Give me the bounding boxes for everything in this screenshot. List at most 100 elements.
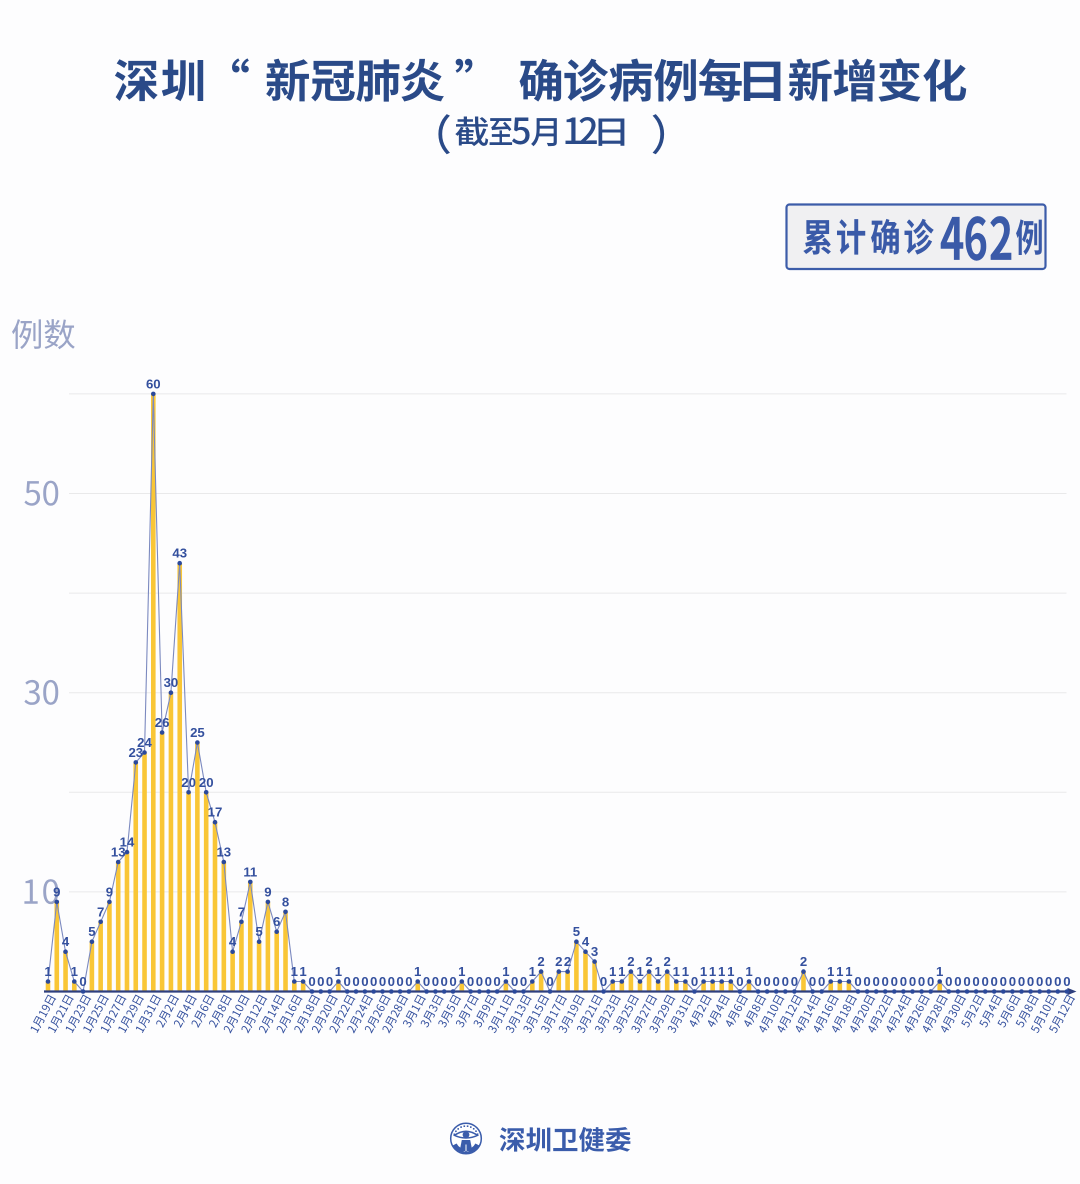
svg-text:0: 0 xyxy=(1000,974,1007,989)
svg-text:9: 9 xyxy=(106,884,113,899)
svg-text:43: 43 xyxy=(172,546,187,561)
svg-text:4: 4 xyxy=(229,934,237,949)
svg-text:0: 0 xyxy=(79,974,86,989)
svg-text:0: 0 xyxy=(763,974,770,989)
svg-text:1: 1 xyxy=(458,964,465,979)
svg-text:1: 1 xyxy=(836,964,843,979)
svg-text:0: 0 xyxy=(1009,974,1016,989)
svg-text:0: 0 xyxy=(317,974,324,989)
svg-text:11: 11 xyxy=(243,864,257,879)
svg-text:0: 0 xyxy=(467,974,474,989)
svg-text:9: 9 xyxy=(53,884,60,899)
svg-text:0: 0 xyxy=(1054,974,1061,989)
svg-text:0: 0 xyxy=(809,974,816,989)
svg-text:20: 20 xyxy=(199,775,214,790)
svg-text:1: 1 xyxy=(529,964,536,979)
svg-text:2: 2 xyxy=(555,954,562,969)
svg-text:1: 1 xyxy=(609,964,616,979)
svg-text:1: 1 xyxy=(936,964,943,979)
svg-text:0: 0 xyxy=(326,974,333,989)
svg-text:9: 9 xyxy=(264,884,271,899)
svg-text:25: 25 xyxy=(190,725,205,740)
svg-text:0: 0 xyxy=(405,974,412,989)
svg-text:1: 1 xyxy=(71,964,78,979)
svg-text:5: 5 xyxy=(255,924,262,939)
svg-text:0: 0 xyxy=(352,974,359,989)
svg-text:0: 0 xyxy=(991,974,998,989)
svg-text:0: 0 xyxy=(736,974,743,989)
svg-text:0: 0 xyxy=(791,974,798,989)
svg-text:2: 2 xyxy=(627,954,634,969)
svg-text:0: 0 xyxy=(882,974,889,989)
svg-text:0: 0 xyxy=(963,974,970,989)
svg-text:20: 20 xyxy=(181,775,196,790)
svg-text:0: 0 xyxy=(918,974,925,989)
svg-text:0: 0 xyxy=(449,974,456,989)
svg-text:0: 0 xyxy=(520,974,527,989)
svg-text:6: 6 xyxy=(273,914,280,929)
svg-text:60: 60 xyxy=(146,376,161,391)
svg-text:2: 2 xyxy=(564,954,571,969)
svg-text:0: 0 xyxy=(511,974,518,989)
svg-text:1: 1 xyxy=(827,964,834,979)
svg-text:8: 8 xyxy=(282,894,289,909)
svg-text:0: 0 xyxy=(863,974,870,989)
svg-text:13: 13 xyxy=(216,845,231,860)
svg-text:2: 2 xyxy=(664,954,671,969)
svg-text:1: 1 xyxy=(299,964,306,979)
svg-text:2: 2 xyxy=(800,954,807,969)
svg-text:1: 1 xyxy=(727,964,734,979)
svg-text:1: 1 xyxy=(745,964,752,979)
svg-text:0: 0 xyxy=(370,974,377,989)
svg-text:0: 0 xyxy=(600,974,607,989)
svg-text:0: 0 xyxy=(754,974,761,989)
svg-text:0: 0 xyxy=(546,974,553,989)
svg-text:26: 26 xyxy=(155,715,170,730)
svg-text:1: 1 xyxy=(709,964,716,979)
svg-text:1: 1 xyxy=(700,964,707,979)
svg-text:1: 1 xyxy=(44,964,51,979)
svg-text:0: 0 xyxy=(1027,974,1034,989)
svg-text:0: 0 xyxy=(1036,974,1043,989)
svg-text:1: 1 xyxy=(618,964,625,979)
svg-text:0: 0 xyxy=(344,974,351,989)
svg-text:14: 14 xyxy=(120,835,135,850)
svg-text:7: 7 xyxy=(97,904,104,919)
svg-text:0: 0 xyxy=(782,974,789,989)
svg-text:0: 0 xyxy=(982,974,989,989)
svg-text:0: 0 xyxy=(854,974,861,989)
svg-text:0: 0 xyxy=(1045,974,1052,989)
svg-text:0: 0 xyxy=(432,974,439,989)
svg-text:0: 0 xyxy=(388,974,395,989)
svg-text:4: 4 xyxy=(62,934,70,949)
svg-text:0: 0 xyxy=(485,974,492,989)
svg-text:0: 0 xyxy=(1018,974,1025,989)
svg-text:23: 23 xyxy=(128,745,143,760)
svg-text:0: 0 xyxy=(361,974,368,989)
svg-text:0: 0 xyxy=(873,974,880,989)
svg-text:0: 0 xyxy=(493,974,500,989)
svg-text:0: 0 xyxy=(423,974,430,989)
svg-text:0: 0 xyxy=(927,974,934,989)
svg-text:1: 1 xyxy=(654,964,661,979)
svg-text:1: 1 xyxy=(673,964,680,979)
svg-text:5: 5 xyxy=(88,924,95,939)
svg-text:0: 0 xyxy=(441,974,448,989)
svg-text:0: 0 xyxy=(900,974,907,989)
svg-text:0: 0 xyxy=(972,974,979,989)
svg-text:3: 3 xyxy=(591,944,598,959)
svg-text:0: 0 xyxy=(773,974,780,989)
svg-text:1: 1 xyxy=(682,964,689,979)
svg-text:0: 0 xyxy=(945,974,952,989)
svg-text:30: 30 xyxy=(164,675,179,690)
svg-text:0: 0 xyxy=(1063,974,1070,989)
svg-text:1: 1 xyxy=(414,964,421,979)
svg-text:1: 1 xyxy=(636,964,643,979)
svg-text:17: 17 xyxy=(208,805,223,820)
svg-text:24: 24 xyxy=(137,735,152,750)
svg-text:2: 2 xyxy=(645,954,652,969)
svg-text:1: 1 xyxy=(845,964,852,979)
svg-text:0: 0 xyxy=(691,974,698,989)
svg-text:13: 13 xyxy=(111,845,126,860)
svg-text:2: 2 xyxy=(537,954,544,969)
